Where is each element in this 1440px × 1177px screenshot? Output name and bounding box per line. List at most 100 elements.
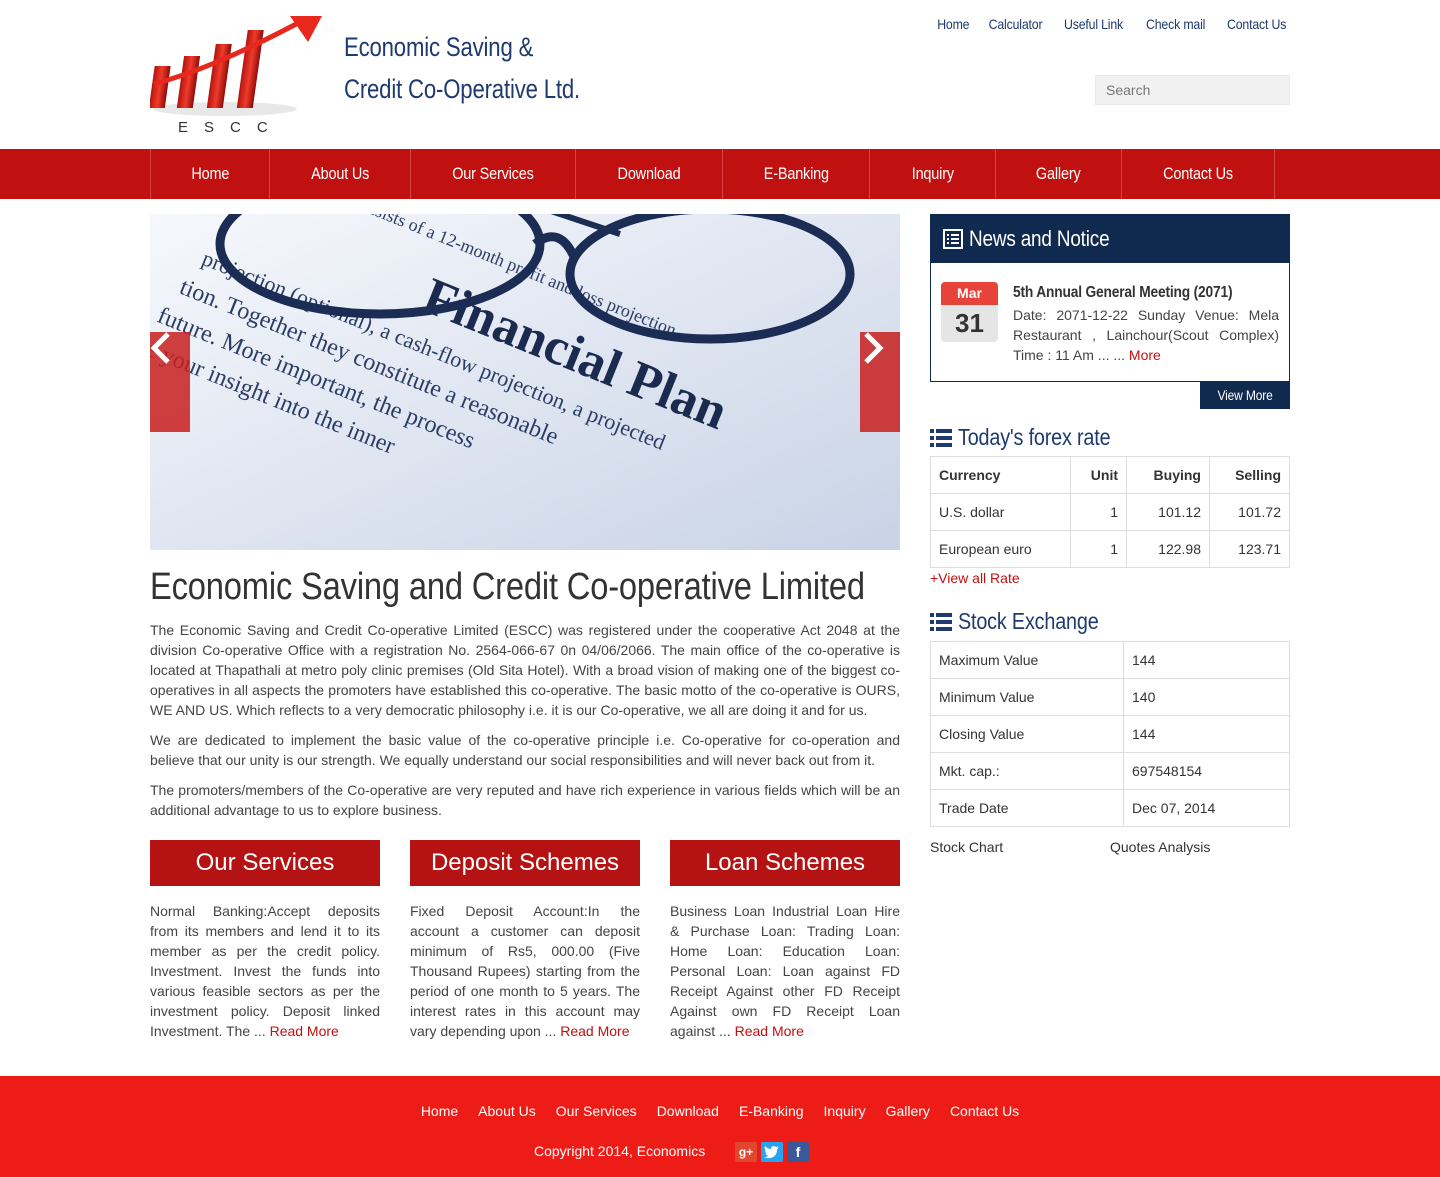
logo-text: ESCC bbox=[178, 119, 284, 136]
buying-cell: 101.12 bbox=[1126, 493, 1210, 531]
table-row: Closing Value 144 bbox=[930, 715, 1290, 753]
news-more-link[interactable]: More bbox=[1128, 347, 1161, 363]
twitter-icon[interactable] bbox=[761, 1142, 783, 1162]
footer-link-about-us[interactable]: About Us bbox=[478, 1103, 536, 1119]
nav-item-download[interactable]: Download bbox=[576, 149, 723, 199]
footer-link-download[interactable]: Download bbox=[656, 1103, 719, 1119]
news-heading: News and Notice bbox=[969, 226, 1110, 251]
site-footer: Home About Us Our Services Download E-Ba… bbox=[0, 1076, 1440, 1177]
stock-value: Dec 07, 2014 bbox=[1123, 789, 1290, 827]
news-body: Date: 2071-12-22 Sunday Venue: Mela Rest… bbox=[1013, 305, 1279, 365]
intro-paragraph: We are dedicated to implement the basic … bbox=[150, 732, 900, 768]
table-row: Maximum Value 144 bbox=[930, 641, 1290, 679]
forex-heading: Today's forex rate bbox=[930, 424, 1135, 451]
forex-table: Currency Unit Buying Selling U.S. dollar… bbox=[930, 456, 1290, 568]
stock-label: Trade Date bbox=[930, 789, 1124, 827]
selling-cell: 101.72 bbox=[1209, 493, 1290, 531]
nav-item-inquiry[interactable]: Inquiry bbox=[870, 149, 996, 199]
stock-value: 697548154 bbox=[1123, 752, 1290, 790]
image-slider[interactable]: Financial Plan Financial plan consists o… bbox=[150, 214, 900, 550]
loan-schemes-title[interactable]: Loan Schemes bbox=[670, 840, 900, 886]
footer-link-inquiry[interactable]: Inquiry bbox=[823, 1103, 866, 1119]
buying-cell: 122.98 bbox=[1126, 530, 1210, 568]
slider-next-button[interactable] bbox=[860, 332, 900, 432]
read-more-link[interactable]: Read More bbox=[560, 1023, 630, 1039]
selling-cell: 123.71 bbox=[1209, 530, 1290, 568]
stock-label: Mkt. cap.: bbox=[930, 752, 1124, 790]
news-day: 31 bbox=[955, 308, 984, 338]
column-header: Unit bbox=[1070, 456, 1127, 494]
top-links: Home Calculator Useful Link Check mail C… bbox=[935, 16, 1290, 32]
site-title-line1: Economic Saving & bbox=[344, 32, 534, 62]
table-row: European euro 1 122.98 123.71 bbox=[930, 530, 1290, 568]
nav-item-about-us[interactable]: About Us bbox=[270, 149, 411, 199]
site-title: Economic Saving & Credit Co-Operative Lt… bbox=[344, 26, 580, 110]
glasses-image bbox=[215, 214, 855, 344]
main-nav: Home About Us Our Services Download E-Ba… bbox=[0, 149, 1440, 199]
stock-heading: Stock Exchange bbox=[930, 608, 1121, 635]
news-header: News and Notice bbox=[931, 215, 1289, 263]
forex-heading-text: Today's forex rate bbox=[958, 424, 1111, 450]
toplink-contact-us[interactable]: Contact Us bbox=[1226, 16, 1286, 32]
table-row: Mkt. cap.: 697548154 bbox=[930, 752, 1290, 790]
intro-paragraph: The promoters/members of the Co-operativ… bbox=[150, 782, 900, 818]
news-date-badge: Mar 31 bbox=[941, 282, 998, 342]
view-all-rate-link[interactable]: +View all Rate bbox=[930, 570, 1020, 586]
deposit-schemes-title[interactable]: Deposit Schemes bbox=[410, 840, 640, 886]
footer-link-e-banking[interactable]: E-Banking bbox=[738, 1103, 804, 1119]
currency-cell: European euro bbox=[930, 530, 1071, 568]
stock-value: 144 bbox=[1123, 715, 1290, 753]
deposit-schemes-text: Fixed Deposit Account:In the account a c… bbox=[410, 901, 640, 1041]
table-row: U.S. dollar 1 101.12 101.72 bbox=[930, 493, 1290, 531]
toplink-calculator[interactable]: Calculator bbox=[989, 16, 1043, 32]
toplink-home[interactable]: Home bbox=[937, 16, 970, 32]
page-title: Economic Saving and Credit Co-operative … bbox=[150, 566, 865, 608]
quotes-analysis-link[interactable]: Quotes Analysis bbox=[1110, 839, 1211, 855]
stock-chart-link[interactable]: Stock Chart bbox=[930, 839, 1004, 855]
toplink-useful-link[interactable]: Useful Link bbox=[1064, 16, 1124, 32]
nav-label: Download bbox=[617, 164, 681, 183]
list-icon bbox=[930, 612, 952, 631]
copyright-text: Copyright 2014, Economics bbox=[534, 1143, 706, 1159]
chevron-left-icon bbox=[150, 332, 170, 364]
loan-schemes-text: Business Loan Industrial Loan Hire & Pur… bbox=[670, 901, 900, 1041]
search-input[interactable] bbox=[1095, 75, 1290, 105]
nav-label: Inquiry bbox=[911, 164, 954, 183]
nav-item-home[interactable]: Home bbox=[151, 149, 270, 199]
nav-label: Gallery bbox=[1036, 164, 1081, 183]
box-text-body: Business Loan Industrial Loan Hire & Pur… bbox=[670, 903, 900, 1039]
footer-link-our-services[interactable]: Our Services bbox=[555, 1103, 637, 1119]
box-text-body: Normal Banking:Accept deposits from its … bbox=[150, 903, 380, 1039]
our-services-text: Normal Banking:Accept deposits from its … bbox=[150, 901, 380, 1041]
column-header: Buying bbox=[1126, 456, 1210, 494]
facebook-icon[interactable]: f bbox=[787, 1142, 809, 1162]
nav-label: Contact Us bbox=[1163, 164, 1233, 183]
our-services-title[interactable]: Our Services bbox=[150, 840, 380, 886]
footer-nav: Home About Us Our Services Download E-Ba… bbox=[0, 1103, 1440, 1119]
stock-label: Maximum Value bbox=[930, 641, 1124, 679]
slider-prev-button[interactable] bbox=[150, 332, 190, 432]
table-header-row: Currency Unit Buying Selling bbox=[930, 456, 1290, 494]
chevron-right-icon bbox=[864, 332, 884, 364]
nav-item-e-banking[interactable]: E-Banking bbox=[723, 149, 870, 199]
footer-link-gallery[interactable]: Gallery bbox=[885, 1103, 930, 1119]
table-row: Trade Date Dec 07, 2014 bbox=[930, 789, 1290, 827]
intro-paragraph: The Economic Saving and Credit Co-operat… bbox=[150, 622, 900, 718]
stock-label: Closing Value bbox=[930, 715, 1124, 753]
news-view-more-button[interactable]: View More bbox=[1200, 381, 1290, 409]
nav-item-gallery[interactable]: Gallery bbox=[996, 149, 1122, 199]
toplink-check-mail[interactable]: Check mail bbox=[1145, 16, 1205, 32]
nav-item-contact-us[interactable]: Contact Us bbox=[1122, 149, 1275, 199]
list-icon bbox=[943, 229, 963, 249]
footer-link-contact-us[interactable]: Contact Us bbox=[949, 1103, 1020, 1119]
read-more-link[interactable]: Read More bbox=[269, 1023, 339, 1039]
stock-table: Maximum Value 144 Minimum Value 140 Clos… bbox=[930, 641, 1290, 827]
footer-link-home[interactable]: Home bbox=[420, 1103, 459, 1119]
unit-cell: 1 bbox=[1070, 493, 1127, 531]
google-plus-icon[interactable]: g+ bbox=[735, 1142, 757, 1162]
news-title[interactable]: 5th Annual General Meeting (2071) bbox=[1013, 284, 1233, 301]
nav-item-our-services[interactable]: Our Services bbox=[411, 149, 576, 199]
read-more-link[interactable]: Read More bbox=[734, 1023, 804, 1039]
social-links: g+ f bbox=[735, 1142, 809, 1162]
escc-logo[interactable]: ESCC bbox=[148, 14, 325, 136]
